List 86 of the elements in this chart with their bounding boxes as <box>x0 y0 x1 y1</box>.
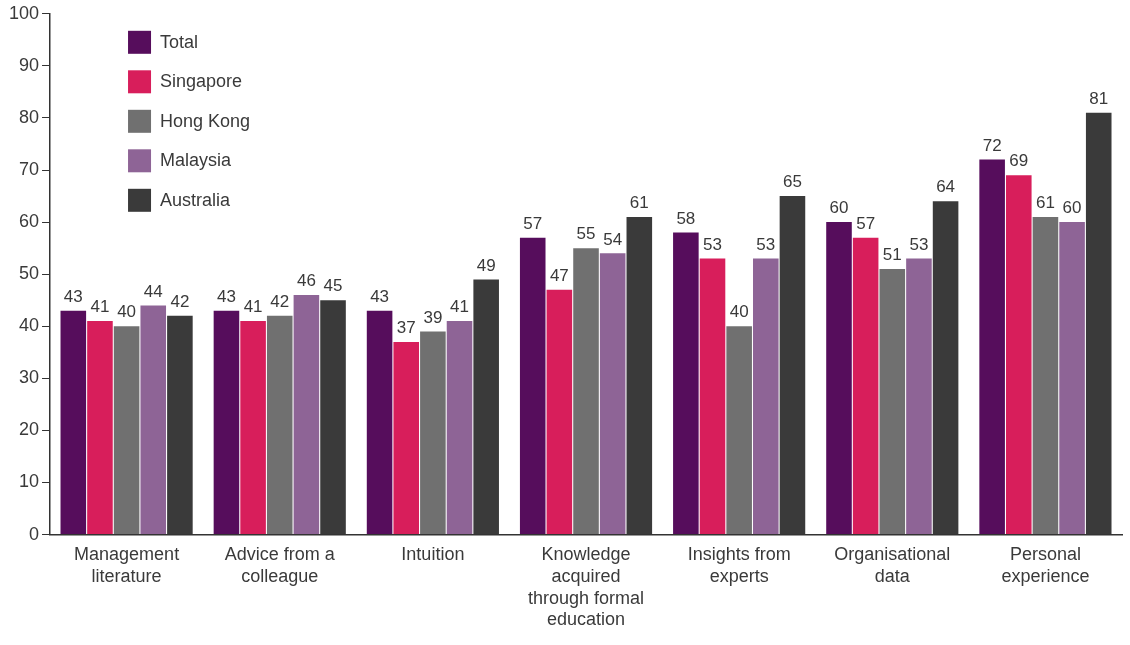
data-label: 64 <box>936 177 956 197</box>
y-tick-label: 20 <box>19 419 40 440</box>
x-tick-label: Advice from a colleague <box>224 544 336 586</box>
data-label: 51 <box>882 245 902 265</box>
x-tick-label: Intuition <box>401 544 465 565</box>
bar <box>87 321 113 535</box>
data-label: 41 <box>450 297 469 317</box>
x-tick-label: Knowledge acquired through formal education <box>527 544 645 630</box>
data-label: 61 <box>629 193 649 213</box>
bar <box>879 268 906 535</box>
data-label: 54 <box>603 229 623 249</box>
bar <box>293 295 320 535</box>
x-tick-label: Insights from experts <box>687 544 791 586</box>
data-label: 53 <box>756 234 776 254</box>
y-tick-label: 50 <box>19 263 40 284</box>
bar <box>240 321 266 535</box>
x-tick-label: Management literature <box>74 544 180 586</box>
data-label: 55 <box>576 224 596 244</box>
bar <box>366 310 393 535</box>
data-label: 53 <box>703 234 722 254</box>
data-label: 58 <box>676 208 696 228</box>
bar <box>546 289 573 535</box>
data-label: 47 <box>549 266 569 286</box>
y-tick-label: 100 <box>8 2 40 23</box>
y-tick-label: 60 <box>19 211 40 232</box>
data-label: 41 <box>243 297 263 317</box>
bar <box>1059 222 1085 535</box>
bar <box>1032 216 1059 535</box>
x-tick-label: Personal experience <box>1001 544 1090 586</box>
bar <box>979 159 1005 535</box>
data-label: 46 <box>296 271 316 291</box>
bar <box>599 253 626 535</box>
bar <box>1006 175 1032 535</box>
y-tick-label: 80 <box>19 106 40 127</box>
bar <box>113 326 140 535</box>
legend-label: Hong Kong <box>160 110 251 131</box>
data-label: 65 <box>782 172 802 192</box>
data-label: 61 <box>1035 193 1055 213</box>
legend-label: Australia <box>160 189 232 210</box>
y-tick-label: 90 <box>19 54 40 75</box>
bar <box>852 237 879 535</box>
y-tick-label: 0 <box>29 523 40 544</box>
y-tick-label: 10 <box>19 471 40 492</box>
data-label: 42 <box>270 292 290 312</box>
data-label: 81 <box>1089 88 1109 108</box>
bar <box>699 258 726 535</box>
bar <box>446 321 473 535</box>
legend-label: Singapore <box>160 71 243 92</box>
data-label: 44 <box>143 281 163 301</box>
bar <box>140 305 167 535</box>
bar <box>826 222 852 535</box>
data-label: 40 <box>117 302 137 322</box>
data-label: 43 <box>216 286 236 306</box>
bar <box>60 310 87 535</box>
data-label: 69 <box>1009 151 1029 171</box>
data-label: 72 <box>982 135 1002 155</box>
data-label: 43 <box>63 286 83 306</box>
bar <box>213 310 240 535</box>
data-label: 60 <box>829 198 849 218</box>
x-tick-label: Organisational data <box>834 544 951 586</box>
y-tick-label: 70 <box>19 159 40 180</box>
data-label: 45 <box>323 276 343 296</box>
bar <box>673 232 699 535</box>
data-label: 57 <box>523 213 543 233</box>
data-label: 42 <box>170 292 190 312</box>
data-label: 40 <box>729 302 749 322</box>
data-label: 37 <box>396 318 416 338</box>
data-label: 53 <box>909 234 929 254</box>
legend-label: Malaysia <box>160 150 233 171</box>
bar <box>266 315 293 535</box>
data-label: 43 <box>370 286 390 306</box>
bar <box>519 237 546 535</box>
bar <box>906 258 932 535</box>
bar <box>726 326 752 535</box>
data-label: 49 <box>476 255 496 275</box>
bar <box>420 331 446 535</box>
bar <box>573 248 599 535</box>
bar <box>753 258 779 535</box>
data-label: 57 <box>856 213 876 233</box>
data-label: 39 <box>423 307 443 327</box>
legend-label: Total <box>160 31 199 52</box>
y-tick-label: 30 <box>19 367 40 388</box>
y-tick-label: 40 <box>19 315 40 336</box>
data-label: 41 <box>90 297 110 317</box>
data-label: 60 <box>1062 198 1082 218</box>
bar <box>393 341 420 535</box>
